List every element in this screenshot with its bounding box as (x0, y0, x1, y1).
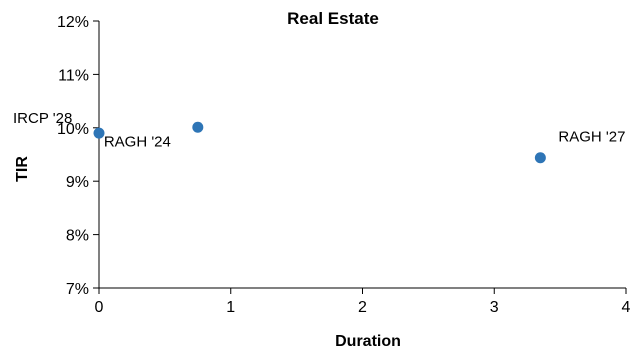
y-tick-label: 11% (58, 67, 89, 84)
x-tick-label: 1 (226, 299, 235, 316)
y-tick-label: 12% (57, 14, 89, 31)
data-point-label: IRCP '28 (13, 110, 72, 127)
chart-title: Real Estate (287, 9, 379, 28)
x-tick-label: 3 (490, 299, 499, 316)
x-tick-label: 4 (622, 299, 631, 316)
data-point-labels: IRCP '28 RAGH '24 RAGH '27 (13, 110, 625, 150)
data-point-label: RAGH '27 (558, 129, 625, 146)
y-axis-title: TIR (14, 156, 31, 182)
x-tick-label: 2 (358, 299, 367, 316)
y-tick-label: 7% (66, 281, 89, 298)
data-point-label: RAGH '24 (104, 133, 171, 150)
data-point (534, 152, 546, 164)
y-tick-label: 10% (57, 121, 89, 138)
x-tick-label: 0 (95, 299, 104, 316)
data-point (192, 121, 204, 133)
y-tick-label: 9% (66, 174, 89, 191)
x-axis-title: Duration (335, 333, 401, 350)
y-tick-label: 8% (66, 228, 89, 245)
data-point (93, 127, 105, 139)
x-axis-ticks: 0 1 2 3 4 (95, 288, 631, 316)
y-axis-ticks: 7% 8% 9% 10% 11% 12% (57, 14, 99, 298)
data-points (93, 121, 546, 164)
